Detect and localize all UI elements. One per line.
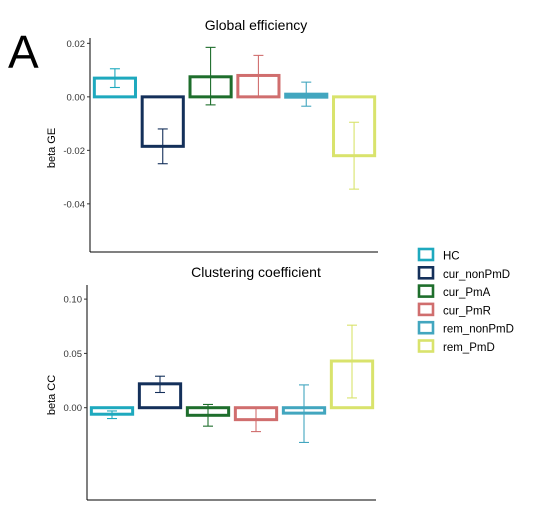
y-tick-label: 0.02	[67, 39, 86, 50]
chart-title: Global efficiency	[205, 17, 307, 33]
y-tick-label: 0.00	[64, 403, 83, 414]
legend: HC cur_nonPmD cur_PmA cur_PmR rem_nonPmD rem_…	[417, 247, 514, 354]
legend-swatch	[417, 302, 435, 317]
y-axis-label: beta GE	[46, 128, 58, 168]
y-tick-label: 0.00	[67, 92, 86, 103]
chart-clustering-coefficient: Clustering coefficient beta CC 0.10 0.05 0…	[46, 264, 376, 501]
legend-label: HC	[443, 251, 460, 263]
legend-label: cur_PmA	[443, 287, 491, 299]
y-tick-label: 0.10	[64, 295, 83, 306]
legend-swatch	[417, 265, 435, 280]
y-tick-label: -0.02	[63, 146, 85, 157]
chart-title: Clustering coefficient	[191, 264, 321, 280]
legend-label: cur_PmR	[443, 305, 491, 317]
legend-swatch	[417, 247, 435, 262]
y-tick-label: -0.04	[63, 199, 85, 210]
legend-swatch	[417, 284, 435, 298]
legend-swatch	[417, 339, 435, 353]
panel-label: A	[8, 26, 39, 78]
legend-label: rem_PmD	[443, 342, 495, 354]
chart-global-efficiency: Global efficiency beta GE 0.02 0.00 -0.02 -…	[46, 17, 378, 253]
y-axis-label: beta CC	[46, 375, 58, 415]
y-tick-label: 0.05	[64, 349, 83, 360]
legend-swatch	[417, 320, 435, 335]
legend-label: cur_nonPmD	[443, 269, 510, 281]
legend-label: rem_nonPmD	[443, 324, 514, 336]
